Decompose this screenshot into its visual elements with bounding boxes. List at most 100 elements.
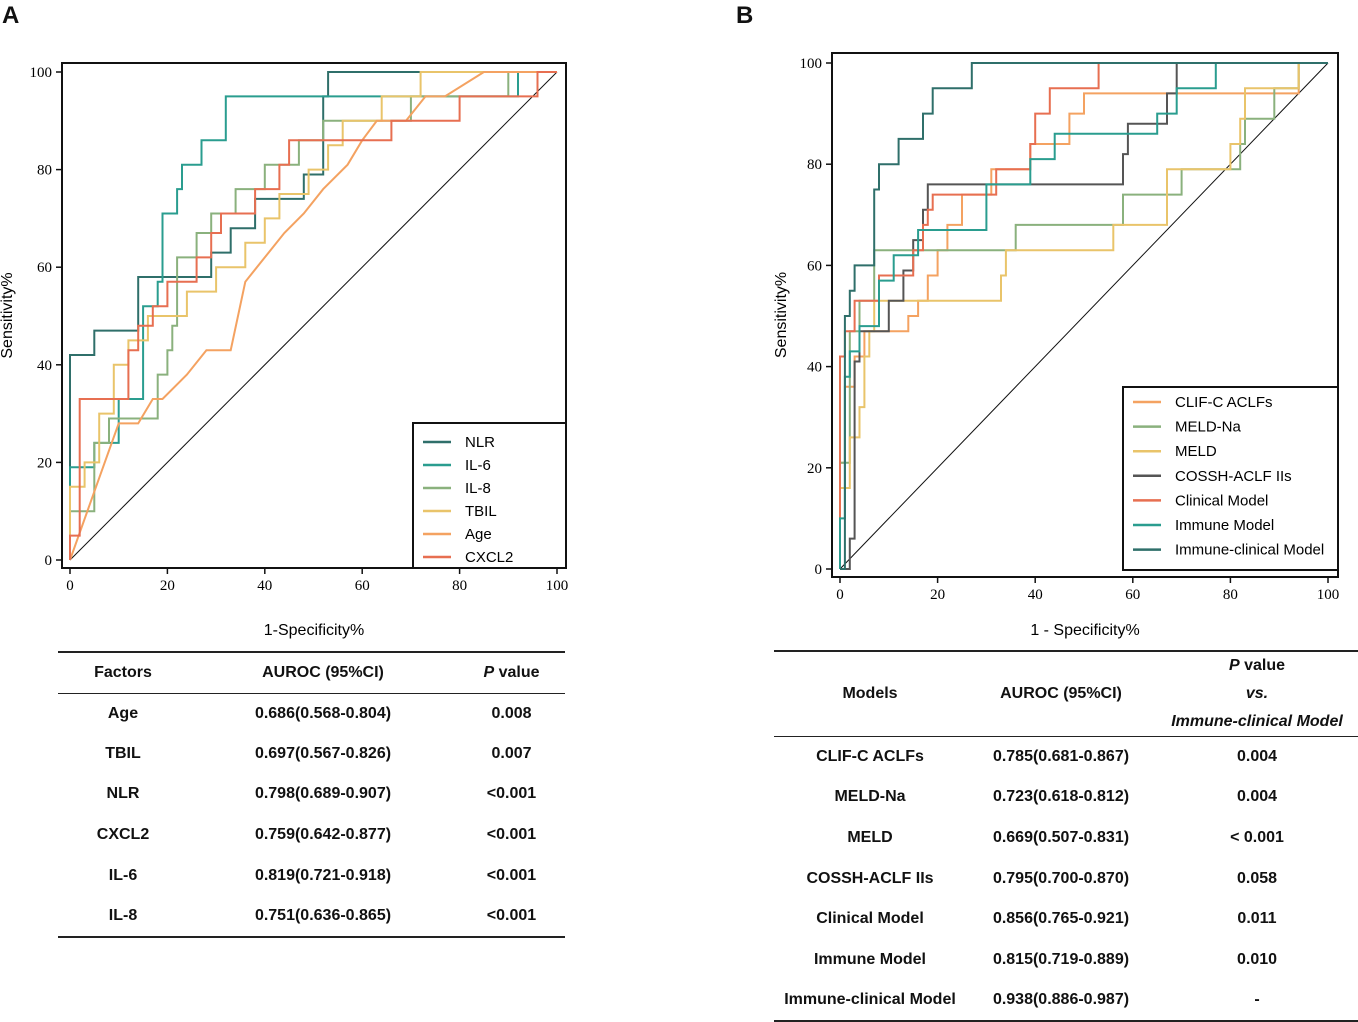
header-models: Models (774, 651, 966, 737)
roc-curve-clif-c-aclfs (839, 62, 1328, 569)
legend-label: CXCL2 (465, 549, 513, 566)
y-tick-label: 20 (807, 461, 822, 477)
y-tick-label: 80 (807, 157, 822, 173)
header-factors: Factors (58, 652, 188, 694)
cell-auroc: 0.798(0.689-0.907) (254, 785, 392, 803)
x-tick-label: 20 (160, 578, 175, 594)
cell-model: Immune Model (813, 950, 926, 968)
header-auroc: AUROC (95%CI) (966, 651, 1156, 737)
y-tick-label: 60 (807, 258, 822, 274)
cell-auroc: 0.686(0.568-0.804) (254, 704, 392, 722)
legend-label: IL-6 (465, 457, 491, 474)
cell-p: < 0.001 (1230, 828, 1284, 846)
header-p-italic: P (1228, 657, 1240, 674)
cell-p: 0.004 (1236, 748, 1278, 766)
cell-factor: Age (107, 704, 139, 722)
header-vs: vs. (1245, 685, 1269, 702)
legend-label: Immune Model (1175, 517, 1274, 534)
cell-p: <0.001 (486, 826, 537, 844)
panel-label-b: B (736, 2, 754, 29)
y-axis-label: Sensitivity% (0, 272, 16, 358)
table-row: COSSH-ACLF IIs 0.795(0.700-0.870) 0.058 (774, 858, 1358, 899)
reference-diagonal (69, 71, 558, 561)
cell-model: COSSH-ACLF IIs (806, 869, 934, 887)
legend-label: MELD (1175, 443, 1217, 460)
cell-p: 0.011 (1237, 910, 1277, 928)
cell-auroc: 0.697(0.567-0.826) (254, 744, 392, 762)
roc-curve-meld (839, 62, 1328, 569)
table-row: IL-6 0.819(0.721-0.918) <0.001 (58, 855, 565, 896)
cell-p: - (1254, 990, 1260, 1008)
y-axis-label: Sensitivity% (773, 272, 790, 358)
legend-label: IL-8 (465, 480, 491, 497)
legend-label: COSSH-ACLF IIs (1175, 468, 1292, 485)
cell-auroc: 0.785(0.681-0.867) (992, 748, 1130, 766)
x-tick-label: 100 (1317, 587, 1340, 603)
header-p-value: P value (458, 652, 565, 694)
roc-curve-tbil (69, 71, 557, 560)
cell-p: 0.007 (491, 744, 532, 762)
cell-factor: NLR (106, 785, 140, 803)
cell-model: Clinical Model (816, 910, 924, 928)
y-tick-label: 60 (37, 260, 52, 276)
cell-model: Immune-clinical Model (784, 990, 956, 1008)
table-row: CXCL2 0.759(0.642-0.877) <0.001 (58, 815, 565, 856)
cell-factor: TBIL (105, 744, 141, 762)
roc-curve-meld-na (839, 62, 1328, 569)
x-tick-label: 40 (1028, 587, 1043, 603)
table-row: MELD 0.669(0.507-0.831) < 0.001 (774, 818, 1358, 859)
table-row: CLIF-C ACLFs 0.785(0.681-0.867) 0.004 (774, 737, 1358, 778)
x-tick-label: 100 (546, 578, 569, 594)
cell-p: <0.001 (486, 906, 537, 924)
cell-auroc: 0.856(0.765-0.921) (992, 910, 1130, 928)
cell-auroc: 0.938(0.886-0.987) (992, 990, 1130, 1008)
cell-model: MELD (847, 828, 893, 846)
header-p-value-vs: P value vs. Immune-clinical Model (1156, 651, 1358, 737)
cell-p: <0.001 (486, 866, 537, 884)
cell-factor: IL-6 (108, 866, 138, 884)
y-tick-label: 100 (800, 56, 823, 72)
y-tick-label: 40 (807, 360, 822, 376)
table-row: MELD-Na 0.723(0.618-0.812) 0.004 (774, 777, 1358, 818)
roc-chart-b: 0 20 40 60 80 100 0 20 40 60 80 100 1 - Specificity%… (773, 52, 1340, 639)
cell-p: <0.001 (486, 785, 537, 803)
roc-curve-clinical-model (839, 62, 1328, 569)
y-tick-label: 20 (37, 455, 52, 471)
cell-factor: IL-8 (108, 906, 138, 924)
x-tick-label: 40 (257, 578, 272, 594)
x-tick-label: 60 (1125, 587, 1140, 603)
cell-factor: CXCL2 (96, 826, 150, 844)
table-row: TBIL 0.697(0.567-0.826) 0.007 (58, 734, 565, 775)
cell-model: CLIF-C ACLFs (816, 748, 924, 766)
cell-auroc: 0.751(0.636-0.865) (254, 906, 392, 924)
plot-frame (831, 52, 1339, 578)
cell-auroc: 0.759(0.642-0.877) (254, 826, 392, 844)
cell-auroc: 0.819(0.721-0.918) (254, 866, 392, 884)
legend-label: TBIL (465, 503, 497, 520)
table-row: Immune Model 0.815(0.719-0.889) 0.010 (774, 939, 1358, 980)
table-row: NLR 0.798(0.689-0.907) <0.001 (58, 774, 565, 815)
cell-p: 0.010 (1236, 950, 1278, 968)
cell-auroc: 0.669(0.507-0.831) (992, 828, 1130, 846)
y-tick-label: 100 (30, 65, 53, 81)
legend-label: NLR (465, 434, 495, 451)
x-tick-label: 0 (66, 578, 74, 594)
legend-label: CLIF-C ACLFs (1175, 394, 1273, 411)
cell-p: 0.058 (1236, 869, 1278, 887)
roc-curve-age (69, 71, 557, 561)
cell-auroc: 0.815(0.719-0.889) (992, 950, 1130, 968)
legend-label: Immune-clinical Model (1175, 542, 1324, 559)
y-tick-label: 0 (815, 562, 823, 578)
x-tick-label: 80 (1223, 587, 1238, 603)
roc-curve-cxcl2 (69, 71, 557, 560)
x-axis-label: 1-Specificity% (264, 622, 364, 639)
header-auroc: AUROC (95%CI) (188, 652, 458, 694)
x-tick-label: 80 (452, 578, 467, 594)
roc-curve-immune-clinical-model (840, 62, 1328, 570)
x-tick-label: 20 (930, 587, 945, 603)
header-p-rest: value (1239, 657, 1286, 674)
roc-chart-a: 0 20 40 60 80 100 0 20 40 60 80 100 1-Specificity% Se… (0, 62, 569, 639)
cell-p: 0.004 (1236, 788, 1278, 806)
roc-curve-il-6 (69, 71, 557, 560)
reference-diagonal (839, 62, 1329, 570)
